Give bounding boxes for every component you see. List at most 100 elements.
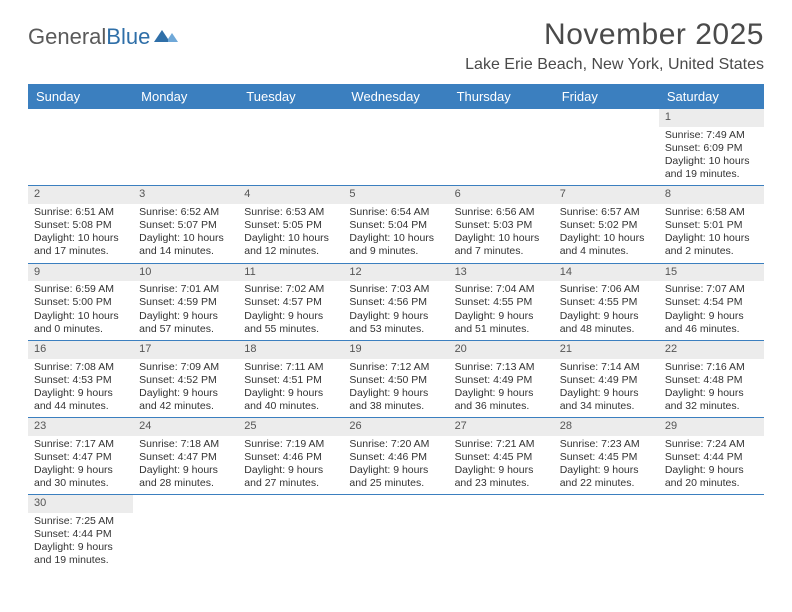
- sunrise-line: Sunrise: 6:56 AM: [455, 206, 548, 219]
- day-number: 3: [133, 186, 238, 204]
- day-number: 29: [659, 418, 764, 436]
- daylight-line: Daylight: 9 hours and 23 minutes.: [455, 464, 548, 490]
- day-header-cell: Monday: [133, 84, 238, 109]
- sunset-line: Sunset: 4:54 PM: [665, 296, 758, 309]
- calendar: Sunday Monday Tuesday Wednesday Thursday…: [28, 84, 764, 572]
- day-number: 13: [449, 264, 554, 282]
- sunset-line: Sunset: 4:53 PM: [34, 374, 127, 387]
- daylight-line: Daylight: 9 hours and 57 minutes.: [139, 310, 232, 336]
- cell-body: Sunrise: 7:23 AMSunset: 4:45 PMDaylight:…: [554, 436, 659, 495]
- daylight-line: Daylight: 9 hours and 40 minutes.: [244, 387, 337, 413]
- month-title: November 2025: [465, 18, 764, 52]
- cell-body: Sunrise: 7:06 AMSunset: 4:55 PMDaylight:…: [554, 281, 659, 340]
- sunrise-line: Sunrise: 7:06 AM: [560, 283, 653, 296]
- sunset-line: Sunset: 5:05 PM: [244, 219, 337, 232]
- calendar-cell: [449, 495, 554, 571]
- daylight-line: Daylight: 9 hours and 34 minutes.: [560, 387, 653, 413]
- daylight-line: Daylight: 9 hours and 42 minutes.: [139, 387, 232, 413]
- calendar-cell: 12Sunrise: 7:03 AMSunset: 4:56 PMDayligh…: [343, 264, 448, 340]
- day-number: 27: [449, 418, 554, 436]
- day-header-cell: Saturday: [659, 84, 764, 109]
- cell-body: Sunrise: 6:51 AMSunset: 5:08 PMDaylight:…: [28, 204, 133, 263]
- sunrise-line: Sunrise: 6:52 AM: [139, 206, 232, 219]
- sunset-line: Sunset: 4:44 PM: [34, 528, 127, 541]
- daylight-line: Daylight: 9 hours and 19 minutes.: [34, 541, 127, 567]
- daylight-line: Daylight: 9 hours and 38 minutes.: [349, 387, 442, 413]
- sunset-line: Sunset: 5:03 PM: [455, 219, 548, 232]
- calendar-cell: 10Sunrise: 7:01 AMSunset: 4:59 PMDayligh…: [133, 264, 238, 340]
- cell-body: Sunrise: 7:25 AMSunset: 4:44 PMDaylight:…: [28, 513, 133, 572]
- sunset-line: Sunset: 4:46 PM: [244, 451, 337, 464]
- sunrise-line: Sunrise: 7:21 AM: [455, 438, 548, 451]
- sunset-line: Sunset: 4:50 PM: [349, 374, 442, 387]
- calendar-cell: 6Sunrise: 6:56 AMSunset: 5:03 PMDaylight…: [449, 186, 554, 262]
- day-number: 24: [133, 418, 238, 436]
- sunrise-line: Sunrise: 7:19 AM: [244, 438, 337, 451]
- daylight-line: Daylight: 9 hours and 30 minutes.: [34, 464, 127, 490]
- sunset-line: Sunset: 4:49 PM: [455, 374, 548, 387]
- cell-body: Sunrise: 6:53 AMSunset: 5:05 PMDaylight:…: [238, 204, 343, 263]
- sunset-line: Sunset: 4:57 PM: [244, 296, 337, 309]
- cell-body: Sunrise: 7:03 AMSunset: 4:56 PMDaylight:…: [343, 281, 448, 340]
- cell-body: Sunrise: 7:18 AMSunset: 4:47 PMDaylight:…: [133, 436, 238, 495]
- daylight-line: Daylight: 9 hours and 32 minutes.: [665, 387, 758, 413]
- weeks-container: 1Sunrise: 7:49 AMSunset: 6:09 PMDaylight…: [28, 109, 764, 572]
- daylight-line: Daylight: 9 hours and 53 minutes.: [349, 310, 442, 336]
- day-number: 18: [238, 341, 343, 359]
- daylight-line: Daylight: 9 hours and 48 minutes.: [560, 310, 653, 336]
- daylight-line: Daylight: 9 hours and 46 minutes.: [665, 310, 758, 336]
- sunrise-line: Sunrise: 7:16 AM: [665, 361, 758, 374]
- calendar-cell: 17Sunrise: 7:09 AMSunset: 4:52 PMDayligh…: [133, 341, 238, 417]
- cell-body: Sunrise: 7:12 AMSunset: 4:50 PMDaylight:…: [343, 359, 448, 418]
- daylight-line: Daylight: 10 hours and 17 minutes.: [34, 232, 127, 258]
- daylight-line: Daylight: 9 hours and 20 minutes.: [665, 464, 758, 490]
- sunset-line: Sunset: 5:04 PM: [349, 219, 442, 232]
- calendar-cell: 2Sunrise: 6:51 AMSunset: 5:08 PMDaylight…: [28, 186, 133, 262]
- sunrise-line: Sunrise: 6:53 AM: [244, 206, 337, 219]
- title-block: November 2025 Lake Erie Beach, New York,…: [465, 18, 764, 74]
- daylight-line: Daylight: 10 hours and 4 minutes.: [560, 232, 653, 258]
- calendar-cell: 14Sunrise: 7:06 AMSunset: 4:55 PMDayligh…: [554, 264, 659, 340]
- sunset-line: Sunset: 4:45 PM: [560, 451, 653, 464]
- day-number: 26: [343, 418, 448, 436]
- sunrise-line: Sunrise: 6:59 AM: [34, 283, 127, 296]
- sunrise-line: Sunrise: 7:24 AM: [665, 438, 758, 451]
- sunset-line: Sunset: 5:07 PM: [139, 219, 232, 232]
- calendar-cell: 30Sunrise: 7:25 AMSunset: 4:44 PMDayligh…: [28, 495, 133, 571]
- calendar-cell: 1Sunrise: 7:49 AMSunset: 6:09 PMDaylight…: [659, 109, 764, 185]
- calendar-cell: 16Sunrise: 7:08 AMSunset: 4:53 PMDayligh…: [28, 341, 133, 417]
- calendar-cell: [449, 109, 554, 185]
- cell-body: Sunrise: 7:49 AMSunset: 6:09 PMDaylight:…: [659, 127, 764, 186]
- cell-body: Sunrise: 7:20 AMSunset: 4:46 PMDaylight:…: [343, 436, 448, 495]
- sunrise-line: Sunrise: 7:23 AM: [560, 438, 653, 451]
- sunset-line: Sunset: 4:51 PM: [244, 374, 337, 387]
- calendar-cell: 21Sunrise: 7:14 AMSunset: 4:49 PMDayligh…: [554, 341, 659, 417]
- sunset-line: Sunset: 4:56 PM: [349, 296, 442, 309]
- calendar-cell: 9Sunrise: 6:59 AMSunset: 5:00 PMDaylight…: [28, 264, 133, 340]
- daylight-line: Daylight: 10 hours and 19 minutes.: [665, 155, 758, 181]
- day-header-cell: Wednesday: [343, 84, 448, 109]
- day-number: 22: [659, 341, 764, 359]
- sunrise-line: Sunrise: 7:14 AM: [560, 361, 653, 374]
- cell-body: Sunrise: 7:04 AMSunset: 4:55 PMDaylight:…: [449, 281, 554, 340]
- daylight-line: Daylight: 9 hours and 51 minutes.: [455, 310, 548, 336]
- sunrise-line: Sunrise: 7:02 AM: [244, 283, 337, 296]
- daylight-line: Daylight: 10 hours and 2 minutes.: [665, 232, 758, 258]
- flag-icon: [154, 24, 180, 50]
- day-number: 12: [343, 264, 448, 282]
- day-header-cell: Sunday: [28, 84, 133, 109]
- sunrise-line: Sunrise: 7:17 AM: [34, 438, 127, 451]
- calendar-cell: 20Sunrise: 7:13 AMSunset: 4:49 PMDayligh…: [449, 341, 554, 417]
- daylight-line: Daylight: 9 hours and 25 minutes.: [349, 464, 442, 490]
- cell-body: Sunrise: 7:17 AMSunset: 4:47 PMDaylight:…: [28, 436, 133, 495]
- daylight-line: Daylight: 9 hours and 44 minutes.: [34, 387, 127, 413]
- sunrise-line: Sunrise: 7:09 AM: [139, 361, 232, 374]
- sunset-line: Sunset: 4:47 PM: [34, 451, 127, 464]
- sunrise-line: Sunrise: 7:20 AM: [349, 438, 442, 451]
- cell-body: Sunrise: 7:14 AMSunset: 4:49 PMDaylight:…: [554, 359, 659, 418]
- cell-body: Sunrise: 7:21 AMSunset: 4:45 PMDaylight:…: [449, 436, 554, 495]
- sunset-line: Sunset: 5:01 PM: [665, 219, 758, 232]
- cell-body: Sunrise: 7:07 AMSunset: 4:54 PMDaylight:…: [659, 281, 764, 340]
- header: GeneralBlue November 2025 Lake Erie Beac…: [28, 18, 764, 74]
- calendar-cell: 29Sunrise: 7:24 AMSunset: 4:44 PMDayligh…: [659, 418, 764, 494]
